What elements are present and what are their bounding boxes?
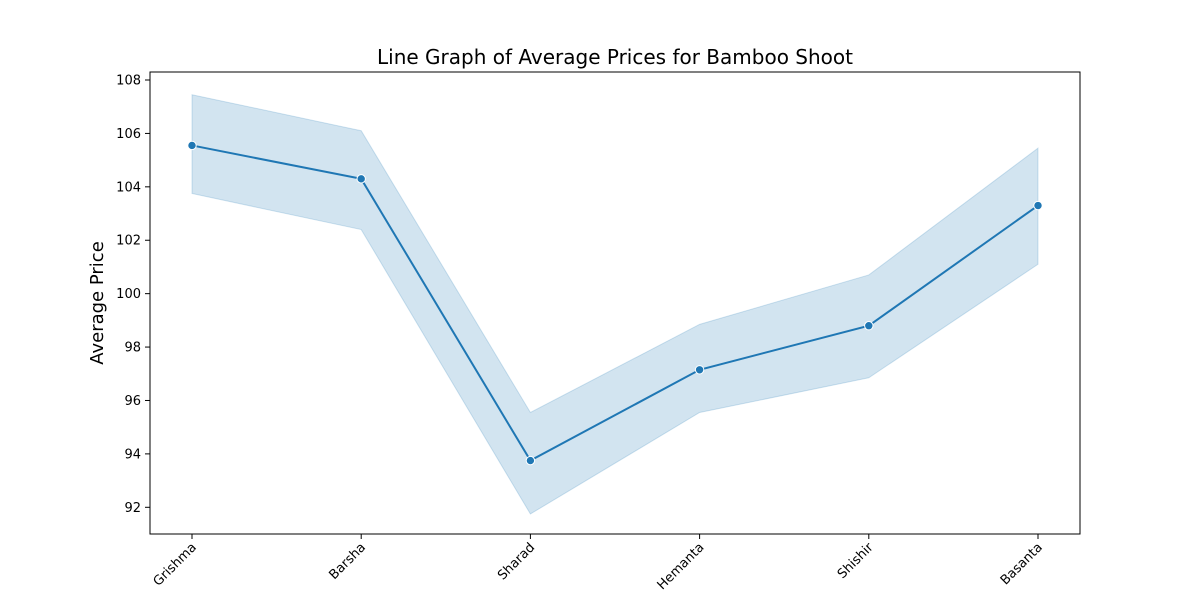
chart-title: Line Graph of Average Prices for Bamboo … [377,45,853,69]
data-point-barsha [356,174,366,184]
y-tick-label-104: 104 [116,180,141,195]
x-tick-label-shishir: Shishir [835,540,877,582]
confidence-band-layer [191,94,1039,515]
x-tick-label-barsha: Barsha [326,540,369,583]
data-point-sharad [525,455,536,466]
y-tick-label-92: 92 [124,501,141,516]
y-tick-label-106: 106 [116,127,141,142]
y-tick-label-98: 98 [124,341,141,356]
data-points-layer [187,140,1043,466]
plot-area-frame [149,71,1081,535]
confidence-band-0 [191,94,1039,515]
y-tick-label-100: 100 [116,287,141,302]
y-axis-label: Average Price [87,241,108,365]
y-tick-label-94: 94 [124,447,141,462]
data-point-hemanta [694,365,705,375]
data-point-grishma [187,140,197,151]
x-axis-ticks: Grishma Barsha Sharad Hemanta Shishir Basanta [151,534,1046,593]
data-point-shishir [864,320,874,331]
x-tick-label-basanta: Basanta [998,540,1046,588]
x-tick-label-sharad: Sharad [495,540,538,583]
y-axis-ticks: 92 94 96 98 100 102 104 106 108 [116,74,150,516]
x-tick-label-hemanta: Hemanta [655,540,708,593]
x-tick-label-grishma: Grishma [151,540,200,589]
data-point-basanta [1033,200,1043,211]
series-line-0 [191,144,1039,462]
y-tick-label-102: 102 [116,234,141,249]
y-tick-label-108: 108 [116,74,141,89]
y-tick-label-96: 96 [124,394,141,409]
series-line-layer [191,144,1039,462]
